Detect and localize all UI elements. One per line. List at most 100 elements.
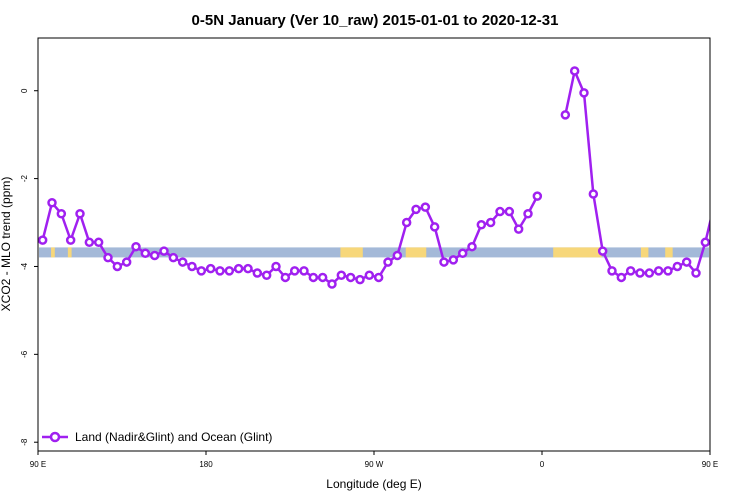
- data-point: [457, 248, 468, 259]
- data-point: [721, 210, 728, 217]
- data-point: [56, 208, 67, 219]
- data-point: [523, 208, 533, 219]
- data-point: [121, 257, 132, 267]
- x-tick-label: 180: [199, 460, 213, 469]
- data-point: [429, 222, 440, 232]
- data-point: [131, 241, 141, 252]
- legend-label: Land (Nadir&Glint) and Ocean (Glint): [75, 430, 272, 444]
- data-point: [93, 237, 104, 248]
- data-point: [112, 261, 123, 272]
- data-point: [271, 261, 281, 272]
- data-point: [140, 248, 151, 259]
- surface-band-land: [51, 247, 55, 258]
- data-point: [84, 237, 95, 248]
- data-point: [289, 266, 300, 276]
- data-point: [159, 246, 169, 256]
- surface-band-land: [67, 247, 72, 258]
- data-point: [327, 279, 337, 289]
- legend: Land (Nadir&Glint) and Ocean (Glint): [42, 430, 272, 444]
- data-point: [205, 263, 216, 274]
- y-tick-label: -6: [20, 350, 29, 358]
- data-point: [672, 261, 683, 272]
- data-point: [513, 224, 524, 234]
- data-point: [280, 272, 291, 283]
- data-point: [355, 274, 365, 285]
- x-axis: 90 E 180 90 W 0 90 E: [30, 451, 718, 469]
- data-point: [103, 252, 113, 263]
- y-axis-label: XCO2 - MLO trend (ppm): [0, 177, 13, 312]
- data-point: [38, 235, 48, 245]
- data-point: [261, 270, 272, 281]
- data-point: [681, 257, 692, 267]
- x-axis-label: Longitude (deg E): [326, 477, 421, 491]
- data-point: [383, 257, 393, 267]
- data-point: [299, 266, 309, 276]
- data-point: [625, 266, 636, 276]
- surface-band-land: [405, 247, 427, 258]
- surface-band: [39, 247, 709, 258]
- data-point: [730, 237, 737, 244]
- data-point: [588, 189, 599, 199]
- data-point: [597, 246, 608, 256]
- x-tick-label: 90 E: [702, 460, 718, 469]
- data-point: [709, 201, 710, 204]
- data-point: [215, 266, 225, 276]
- y-tick-label: -4: [20, 262, 29, 270]
- data-point: [308, 272, 319, 283]
- x-tick-label: 0: [540, 460, 545, 469]
- data-point: [168, 252, 179, 263]
- x-tick-label: 90 W: [365, 460, 384, 469]
- data-point: [448, 255, 459, 265]
- data-point: [569, 66, 580, 76]
- data-point: [532, 191, 543, 201]
- data-point: [336, 270, 347, 281]
- data-point: [252, 268, 263, 278]
- data-point: [663, 266, 673, 276]
- data-point: [739, 210, 746, 217]
- data-point: [364, 270, 375, 281]
- data-point: [411, 204, 421, 215]
- data-point: [373, 272, 384, 283]
- data-point: [420, 202, 431, 212]
- data-point: [700, 237, 710, 248]
- data-point: [467, 241, 477, 252]
- data-point: [196, 266, 207, 276]
- x-tick-label: 90 E: [30, 460, 46, 469]
- data-point: [149, 250, 160, 261]
- surface-band-ocean: [39, 247, 709, 258]
- data-point: [635, 268, 645, 278]
- data-point: [233, 263, 244, 274]
- data-point: [476, 219, 487, 230]
- data-point: [495, 206, 505, 217]
- data-point: [187, 261, 197, 272]
- data-point: [691, 268, 701, 278]
- y-tick-label: -8: [20, 438, 29, 446]
- data-point: [644, 268, 655, 278]
- data-point: [65, 235, 76, 245]
- y-tick-label: -2: [20, 174, 29, 182]
- data-point: [401, 217, 412, 228]
- series-line: [564, 69, 710, 279]
- data-point: [607, 266, 617, 276]
- data-point: [317, 272, 328, 283]
- data-point: [345, 272, 356, 283]
- data-point: [47, 198, 57, 208]
- data-point: [560, 110, 571, 120]
- data-point: [243, 263, 253, 274]
- y-axis: 0 -2 -4 -6 -8: [20, 88, 38, 446]
- data-point: [224, 266, 235, 276]
- series-points: [38, 66, 746, 289]
- surface-band-land: [553, 247, 602, 258]
- legend-marker-swatch: [49, 431, 61, 443]
- data-point: [75, 208, 85, 219]
- surface-band-land: [340, 247, 363, 258]
- data-point: [392, 250, 403, 261]
- data-point: [579, 88, 589, 98]
- data-point: [485, 217, 496, 228]
- surface-band-land: [665, 247, 673, 258]
- data-point: [504, 206, 515, 217]
- data-point: [177, 257, 188, 267]
- y-tick-label: 0: [20, 88, 29, 93]
- chart-title: 0-5N January (Ver 10_raw) 2015-01-01 to …: [192, 12, 559, 29]
